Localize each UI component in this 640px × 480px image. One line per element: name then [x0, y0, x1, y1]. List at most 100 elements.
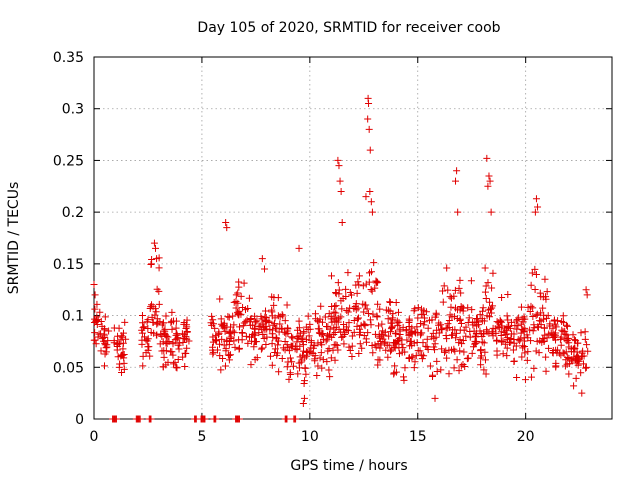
data-point — [114, 332, 122, 340]
data-point — [266, 352, 274, 360]
data-point — [440, 282, 448, 290]
data-point — [251, 318, 259, 326]
data-point — [507, 318, 515, 326]
data-point — [550, 333, 558, 341]
data-point — [90, 281, 98, 289]
data-point — [159, 363, 167, 371]
data-point — [235, 415, 243, 423]
data-point — [369, 310, 377, 318]
data-point — [504, 316, 512, 324]
data-point — [268, 306, 276, 314]
data-point — [284, 329, 292, 337]
data-point — [227, 333, 235, 341]
data-point — [270, 320, 278, 328]
data-point — [486, 298, 494, 306]
data-point — [442, 331, 450, 339]
data-point — [581, 328, 589, 336]
data-point — [387, 325, 395, 333]
data-point — [392, 298, 400, 306]
data-point — [375, 322, 383, 330]
data-point — [121, 318, 129, 326]
data-point — [261, 265, 269, 273]
data-point — [462, 323, 470, 331]
data-point — [417, 331, 425, 339]
data-point — [314, 362, 322, 370]
data-point — [116, 340, 124, 348]
data-point — [582, 364, 590, 372]
data-point — [292, 415, 300, 423]
data-point — [162, 347, 170, 355]
data-point — [289, 334, 297, 342]
data-point — [181, 362, 189, 370]
data-point — [323, 331, 331, 339]
data-point — [118, 351, 126, 359]
data-point — [288, 358, 296, 366]
data-point — [552, 359, 560, 367]
data-point — [529, 312, 537, 320]
data-point — [517, 303, 525, 311]
data-point — [386, 347, 394, 355]
data-point — [459, 336, 467, 344]
data-point — [405, 322, 413, 330]
data-point — [583, 291, 591, 299]
data-point — [92, 316, 100, 324]
data-point — [577, 369, 585, 377]
data-point — [260, 324, 268, 332]
data-point — [250, 331, 258, 339]
data-point — [565, 370, 573, 378]
data-point — [301, 364, 309, 372]
data-point — [366, 269, 373, 277]
data-point — [317, 349, 325, 357]
data-point — [338, 333, 346, 341]
data-point — [485, 172, 493, 180]
data-point — [371, 330, 379, 338]
data-point — [448, 313, 456, 321]
data-point — [479, 307, 487, 315]
data-point — [305, 332, 313, 340]
data-point — [523, 331, 531, 339]
data-point — [563, 335, 571, 343]
data-point — [283, 415, 291, 423]
data-point — [208, 312, 216, 320]
data-point — [245, 333, 253, 341]
data-point — [365, 100, 373, 108]
data-point — [492, 329, 500, 337]
data-point — [152, 308, 160, 316]
data-point — [480, 330, 488, 338]
data-point — [408, 330, 416, 338]
data-point — [289, 342, 297, 350]
data-point — [242, 332, 250, 340]
data-point — [338, 218, 346, 226]
data-point — [366, 187, 374, 195]
data-point — [332, 323, 340, 331]
data-point — [268, 330, 276, 338]
data-point — [376, 305, 384, 313]
data-point — [152, 331, 160, 339]
data-point — [100, 333, 108, 341]
data-point — [395, 336, 403, 344]
data-point — [367, 286, 375, 294]
data-point — [488, 284, 496, 292]
data-point — [159, 338, 167, 346]
data-point — [323, 358, 331, 366]
data-point — [337, 187, 345, 195]
data-point — [476, 327, 484, 335]
data-point — [419, 310, 427, 318]
data-point — [285, 375, 293, 383]
data-point — [240, 279, 248, 287]
chart-title: Day 105 of 2020, SRMTID for receiver coo… — [197, 20, 500, 36]
data-point — [432, 333, 440, 341]
data-point — [446, 293, 454, 301]
data-point — [538, 338, 546, 346]
data-point — [565, 343, 573, 351]
data-point — [527, 337, 535, 345]
data-point — [217, 366, 225, 374]
data-point — [449, 326, 457, 334]
data-point — [396, 325, 404, 333]
data-point — [262, 340, 270, 348]
data-point — [420, 352, 428, 360]
data-point — [299, 341, 307, 349]
data-point — [281, 317, 289, 325]
data-point — [105, 327, 113, 335]
data-point — [493, 351, 501, 359]
